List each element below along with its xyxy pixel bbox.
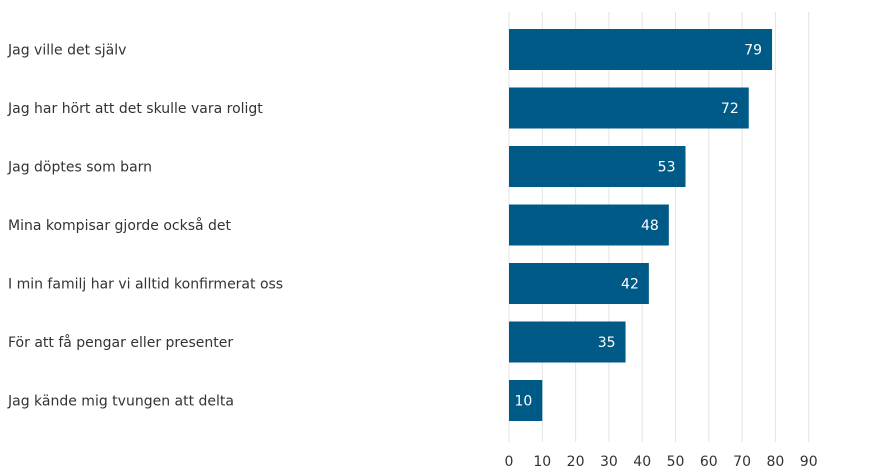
x-tick-label: 0 [505,454,514,470]
bar-value-label: 53 [658,160,676,176]
x-tick-label: 30 [600,454,618,470]
category-labels: Jag ville det själv Jag har hört att det … [7,43,283,410]
bar [509,87,749,129]
category-label: I min familj har vi alltid konfirmerat o… [8,277,283,293]
bar-value-label: 72 [721,101,739,117]
category-label: Mina kompisar gjorde också det [8,217,232,234]
x-tick-label: 10 [533,454,551,470]
bar-value-label: 42 [621,277,639,293]
bar [509,204,669,246]
bar-value-label: 10 [514,394,532,410]
bar-layer: 79 72 53 48 42 35 10 [509,29,773,421]
bar [509,321,626,363]
category-label: Jag har hört att det skulle vara roligt [7,101,263,117]
x-tick-label: 70 [733,454,751,470]
x-tick-label: 40 [633,454,651,470]
bar-value-label: 35 [598,335,616,351]
x-tick-label: 60 [700,454,718,470]
x-tick-label: 90 [800,454,818,470]
bar [509,380,543,421]
x-axis-tick-labels: 0 10 20 30 40 50 60 70 80 90 [505,454,818,470]
category-label: Jag kände mig tvungen att delta [7,394,234,410]
category-label: Jag ville det själv [7,43,126,59]
category-label: För att få pengar eller presenter [8,334,233,351]
bar-value-label: 48 [641,218,659,234]
category-label: Jag döptes som barn [7,160,152,176]
bar [509,263,649,304]
x-tick-label: 80 [766,454,784,470]
bar [509,146,686,187]
bar-value-label: 79 [744,43,762,59]
x-tick-label: 50 [667,454,685,470]
x-tick-label: 20 [567,454,585,470]
bar [509,29,773,70]
